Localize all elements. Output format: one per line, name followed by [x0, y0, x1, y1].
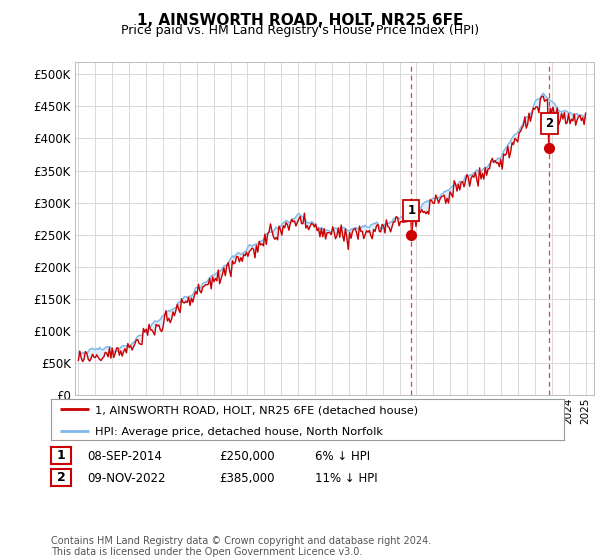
Text: HPI: Average price, detached house, North Norfolk: HPI: Average price, detached house, Nort… [95, 427, 383, 437]
Text: £385,000: £385,000 [219, 472, 275, 486]
Text: 09-NOV-2022: 09-NOV-2022 [87, 472, 166, 486]
Text: Contains HM Land Registry data © Crown copyright and database right 2024.
This d: Contains HM Land Registry data © Crown c… [51, 535, 431, 557]
Text: 1, AINSWORTH ROAD, HOLT, NR25 6FE: 1, AINSWORTH ROAD, HOLT, NR25 6FE [137, 13, 463, 28]
Text: 6% ↓ HPI: 6% ↓ HPI [315, 450, 370, 463]
Text: £250,000: £250,000 [219, 450, 275, 463]
Text: 08-SEP-2014: 08-SEP-2014 [87, 450, 162, 463]
Text: 1, AINSWORTH ROAD, HOLT, NR25 6FE (detached house): 1, AINSWORTH ROAD, HOLT, NR25 6FE (detac… [95, 405, 418, 415]
Text: 2: 2 [56, 471, 65, 484]
Text: Price paid vs. HM Land Registry's House Price Index (HPI): Price paid vs. HM Land Registry's House … [121, 24, 479, 37]
Text: 11% ↓ HPI: 11% ↓ HPI [315, 472, 377, 486]
Text: 1: 1 [407, 204, 415, 217]
Text: 2: 2 [545, 117, 553, 130]
Text: 1: 1 [56, 449, 65, 462]
